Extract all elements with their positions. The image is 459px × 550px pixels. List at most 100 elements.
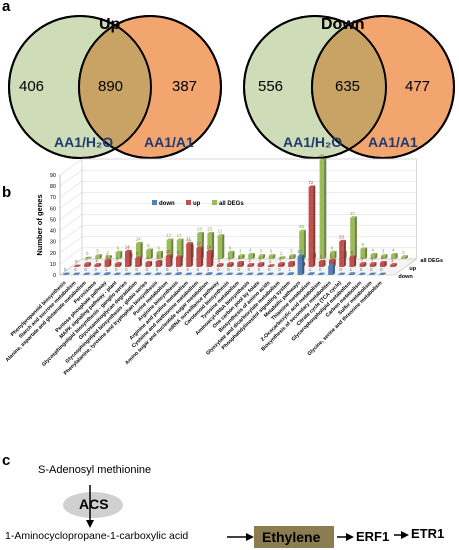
bar-up-28 [359,263,365,267]
bar-top-all-DEGs-11 [197,231,204,234]
bar-top-all-DEGs-16 [248,252,255,255]
bar-up-4 [114,263,120,267]
bar-value-label: 0 [86,251,89,256]
bar-value-label: 6 [341,245,344,250]
bar-down-7 [134,274,139,275]
bar-side-down-17 [240,272,244,275]
legend-swatch-up [186,200,191,205]
bar-down-26 [328,266,333,275]
bar-value-label: 10 [166,249,171,254]
bar-side-down-18 [251,272,254,275]
bar-value-label: 6 [331,245,334,250]
bar-top-all-DEGs-15 [238,254,245,256]
acc-label: 1-Aminocyclopropane-1-carboxylic acid [5,530,189,542]
bar-side-down-31 [383,272,386,275]
bar-top-up-20 [278,262,285,264]
bar-value-label: 6 [229,245,232,250]
bar-side-up-21 [292,260,295,267]
bar-top-up-4 [114,262,122,264]
bar-value-label: 6 [330,253,333,258]
bar-top-down-7 [134,272,142,275]
bar-all-DEGs-11 [197,233,202,259]
bar-side-down-25 [322,272,325,275]
venn-up-right-label: AA1/A1 [144,134,194,150]
bar-value-label: 0 [197,267,200,272]
bar-up-30 [380,262,385,267]
chart-ytick-label: 0 [53,273,56,279]
bar-top-all-DEGs-21 [299,229,306,232]
chart-depth-label: down [398,274,413,280]
bar-side-all-DEGs-23 [324,158,327,259]
bar-top-down-16 [226,272,233,275]
bar-top-down-17 [236,272,244,275]
venn-down-left-count: 556 [258,78,284,95]
bar-up-26 [339,241,344,267]
bar-top-down-13 [195,272,203,275]
bar-top-all-DEGs-2 [105,255,113,257]
bar-side-all-DEGs-1 [99,254,102,259]
legend-label: down [159,201,175,207]
bar-side-up-26 [343,239,346,267]
bar-top-down-12 [185,272,193,275]
bar-all-DEGs-28 [370,254,376,259]
bar-side-up-24 [323,259,326,267]
bar-all-DEGs-24 [329,252,335,259]
bar-up-17 [247,264,252,267]
bar-up-14 [216,264,222,267]
bar-value-label: 8 [329,259,332,264]
bar-all-DEGs-9 [176,240,182,259]
bar-top-all-DEGs-27 [360,247,368,249]
bar-all-DEGs-20 [289,255,294,259]
bar-up-23 [308,187,314,267]
bar-value-label: 2 [218,258,221,263]
chart-ytick-label: 90 [50,173,56,179]
etr1-label: ETR1 [411,526,445,541]
bar-side-up-31 [394,263,397,267]
venn-down-right-label: AA1/A1 [368,134,418,150]
bar-top-all-DEGs-17 [258,254,266,256]
bar-side-all-DEGs-26 [354,216,357,259]
bar-top-down-0 [63,272,70,275]
venn-up-right-count: 387 [172,78,198,95]
legend-swatch-down [152,200,157,205]
bar-top-down-25 [318,272,325,275]
bar-value-label: 14 [136,236,141,241]
bar-value-label: 3 [239,249,242,254]
bar-top-down-9 [154,272,162,275]
bar-up-25 [329,260,334,267]
bar-side-all-DEGs-2 [109,255,113,259]
bar-top-down-29 [358,272,366,275]
venn-down-title: Down [321,16,365,33]
bar-side-up-15 [231,262,234,267]
bar-value-label: 0 [186,267,189,272]
bar-side-up-16 [241,260,244,267]
bar-side-up-9 [170,254,173,267]
bar-side-up-0 [78,264,81,267]
bar-top-up-13 [206,249,214,252]
bar-top-all-DEGs-12 [207,231,215,234]
chart-bars [63,158,408,275]
bar-side-down-21 [281,272,284,275]
bar-top-down-8 [144,272,152,275]
chart-ytick-label: 20 [50,251,56,257]
bar-value-label: 0 [146,267,149,272]
chart-gridline-side [59,225,83,242]
bar-top-up-24 [318,259,326,262]
bar-side-up-27 [353,255,357,267]
chart-gridline-side [59,214,83,231]
bar-value-label: 5 [320,254,323,259]
venn-down-left-label: AA1/H₂O [283,134,343,150]
bar-top-all-DEGs-13 [217,234,225,236]
bar-value-label: 2 [95,258,98,263]
bar-top-up-29 [369,262,377,264]
bar-value-label: 0 [64,267,67,272]
bar-side-up-3 [109,258,112,267]
chart-gridline-side [59,203,83,220]
bar-top-down-1 [73,272,80,275]
arrowhead-sam-to-acc [86,520,94,528]
bar-side-all-DEGs-7 [160,250,164,259]
bar-value-label: 0 [75,259,78,264]
bar-top-all-DEGs-8 [166,238,174,241]
bar-top-up-14 [216,263,224,265]
bar-top-all-DEGs-3 [115,250,123,253]
